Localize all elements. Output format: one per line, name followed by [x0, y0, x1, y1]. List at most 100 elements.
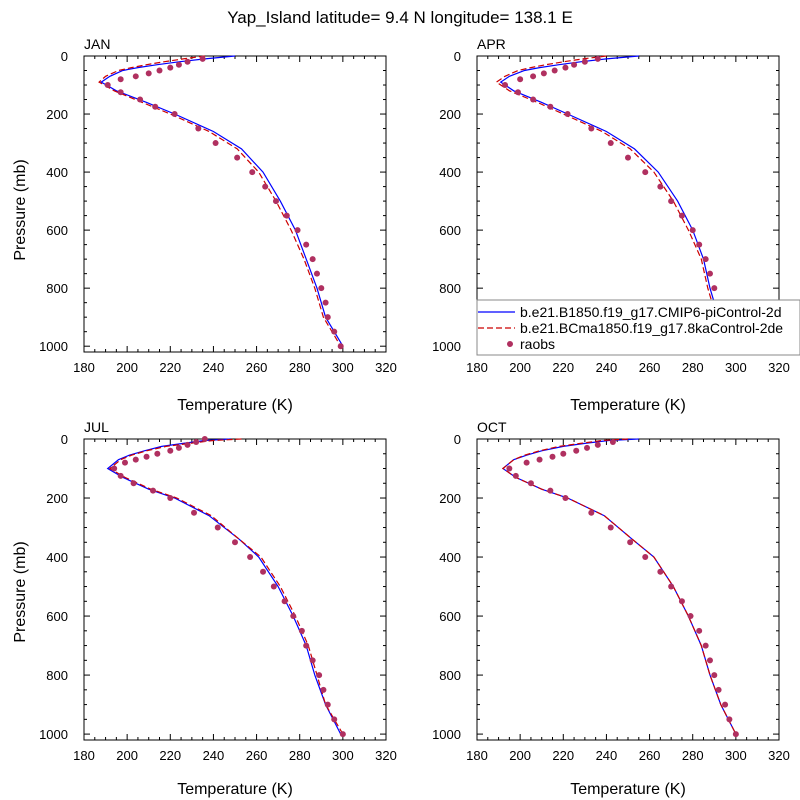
raobs-point	[689, 227, 696, 234]
raobs-point	[260, 568, 267, 575]
raobs-point	[270, 583, 277, 590]
x-tick-label: 260	[246, 360, 268, 375]
raobs-point	[193, 438, 200, 445]
raobs-point	[303, 642, 310, 649]
y-tick-label: 800	[46, 281, 68, 296]
raobs-point	[551, 67, 558, 74]
raobs-point	[121, 459, 128, 466]
y-tick-label: 1000	[432, 727, 461, 742]
raobs-point	[512, 472, 519, 479]
y-tick-label: 600	[46, 609, 68, 624]
raobs-point	[322, 299, 329, 306]
x-tick-label: 280	[289, 360, 311, 375]
y-tick-label: 400	[439, 550, 461, 565]
panel-title: JAN	[84, 36, 110, 52]
y-tick-label: 0	[61, 432, 68, 447]
x-tick-label: 320	[768, 748, 790, 763]
x-tick-label: 220	[159, 360, 181, 375]
x-axis-label: Temperature (K)	[570, 397, 686, 414]
y-tick-label: 200	[46, 491, 68, 506]
x-tick-label: 280	[289, 748, 311, 763]
y-tick-label: 1000	[39, 339, 68, 354]
raobs-point	[249, 169, 256, 176]
raobs-point	[696, 241, 703, 248]
raobs-point	[722, 701, 729, 708]
x-tick-label: 200	[116, 360, 138, 375]
raobs-point	[627, 539, 634, 546]
legend: b.e21.B1850.f19_g17.CMIP6-piControl-2d b…	[476, 299, 800, 356]
raobs-point	[549, 453, 556, 460]
raobs-point	[167, 495, 174, 502]
x-tick-label: 260	[246, 748, 268, 763]
raobs-point	[687, 613, 694, 620]
raobs-point	[283, 212, 290, 219]
series-line-8ka	[501, 438, 737, 735]
raobs-point	[607, 524, 614, 531]
panel-title: JUL	[84, 419, 109, 435]
raobs-point	[678, 212, 685, 219]
x-tick-label: 300	[332, 748, 354, 763]
raobs-point	[581, 58, 588, 65]
raobs-point	[706, 270, 713, 277]
raobs-point	[571, 61, 578, 68]
raobs-point	[212, 140, 219, 147]
raobs-point	[303, 241, 310, 248]
raobs-point	[184, 58, 191, 65]
series-line-picontrol	[501, 438, 737, 735]
figure-title: Yap_Island latitude= 9.4 N longitude= 13…	[227, 8, 573, 27]
x-tick-label: 300	[332, 360, 354, 375]
x-tick-label: 220	[552, 360, 574, 375]
raobs-point	[547, 103, 554, 110]
x-tick-label: 220	[552, 748, 574, 763]
raobs-point	[706, 657, 713, 664]
raobs-point	[331, 716, 338, 723]
legend-label: b.e21.B1850.f19_g17.CMIP6-piControl-2d	[520, 304, 782, 320]
raobs-point	[696, 627, 703, 634]
raobs-point	[171, 111, 178, 118]
legend-swatch-marker	[507, 341, 513, 347]
y-tick-label: 200	[439, 491, 461, 506]
raobs-point	[502, 82, 509, 89]
series-line-picontrol	[100, 55, 344, 347]
raobs-point	[117, 472, 124, 479]
y-tick-label: 600	[439, 223, 461, 238]
raobs-point	[642, 554, 649, 561]
y-tick-label: 800	[46, 668, 68, 683]
y-tick-label: 400	[46, 550, 68, 565]
raobs-point	[584, 444, 591, 451]
x-tick-label: 260	[639, 360, 661, 375]
raobs-point	[678, 598, 685, 605]
raobs-point	[702, 642, 709, 649]
y-tick-label: 200	[439, 107, 461, 122]
x-tick-label: 240	[596, 360, 618, 375]
series-line-picontrol	[106, 438, 342, 735]
x-tick-label: 240	[596, 748, 618, 763]
y-tick-label: 200	[46, 107, 68, 122]
raobs-point	[715, 686, 722, 693]
y-tick-label: 800	[439, 668, 461, 683]
y-tick-label: 1000	[432, 339, 461, 354]
x-axis-label: Temperature (K)	[570, 781, 686, 798]
x-axis-label: Temperature (K)	[177, 781, 293, 798]
raobs-point	[247, 554, 254, 561]
raobs-point	[642, 169, 649, 176]
y-tick-label: 0	[454, 49, 461, 64]
raobs-point	[175, 444, 182, 451]
raobs-point	[657, 568, 664, 575]
y-axis-label: Pressure (mb)	[12, 159, 29, 260]
raobs-point	[625, 154, 631, 161]
raobs-point	[331, 328, 338, 335]
raobs-point	[607, 140, 614, 147]
panel-title: OCT	[477, 419, 507, 435]
panel-title: APR	[477, 36, 506, 52]
y-tick-label: 0	[61, 49, 68, 64]
raobs-point	[156, 67, 163, 74]
raobs-point	[214, 524, 221, 531]
x-tick-label: 180	[466, 748, 488, 763]
raobs-point	[232, 539, 238, 546]
raobs-point	[104, 82, 111, 89]
raobs-point	[313, 270, 320, 277]
raobs-point	[318, 285, 325, 292]
raobs-point	[316, 672, 323, 679]
y-tick-label: 800	[439, 281, 461, 296]
